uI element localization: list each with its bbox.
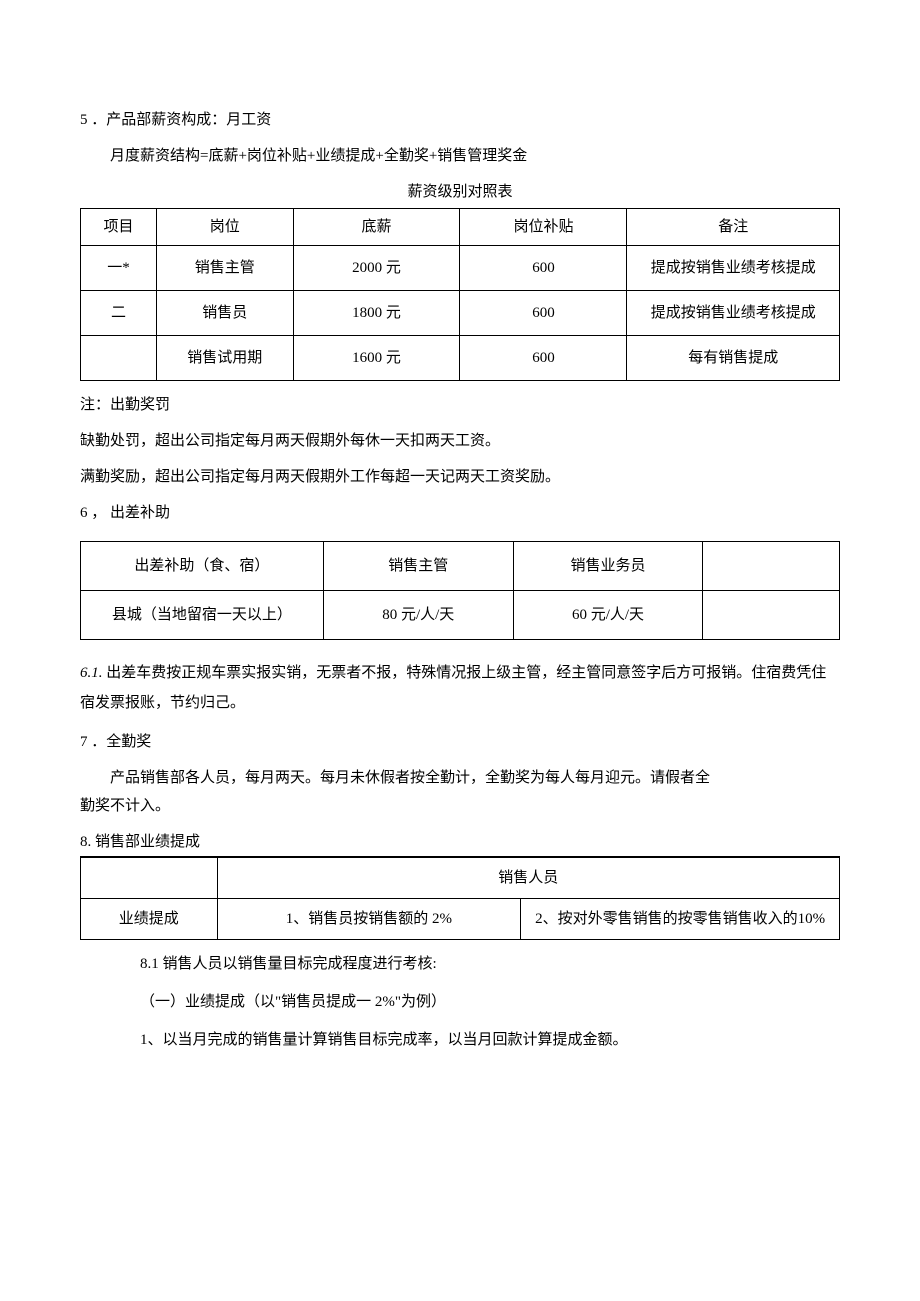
cell-remark: 提成按销售业绩考核提成	[627, 246, 840, 291]
cell-allowance: 600	[460, 336, 627, 381]
cell-allowance: 600	[460, 291, 627, 336]
table-row: 销售试用期 1600 元 600 每有销售提成	[81, 336, 840, 381]
travel-allowance-table: 出差补助（食、宿） 销售主管 销售业务员 县城（当地留宿一天以上） 80 元/人…	[80, 541, 840, 640]
th-base-salary: 底薪	[293, 209, 460, 246]
salary-formula: 月度薪资结构=底薪+岗位补贴+业绩提成+全勤奖+销售管理奖金	[110, 144, 840, 168]
th-allowance: 岗位补贴	[460, 209, 627, 246]
th-empty	[703, 542, 840, 591]
commission-rule-detail: 1、以当月完成的销售量计算销售目标完成率，以当月回款计算提成金额。	[140, 1028, 840, 1052]
section-7-heading: 7 ．全勤奖	[80, 730, 840, 754]
attendance-penalty: 缺勤处罚，超出公司指定每月两天假期外每休一天扣两天工资。	[80, 429, 840, 453]
cell-remark: 提成按销售业绩考核提成	[627, 291, 840, 336]
table-header-row: 销售人员	[81, 858, 840, 899]
cell-position: 销售员	[156, 291, 293, 336]
table-row: 县城（当地留宿一天以上） 80 元/人/天 60 元/人/天	[81, 591, 840, 640]
attendance-reward: 满勤奖励，超出公司指定每月两天假期外工作每超一天记两天工资奖励。	[80, 465, 840, 489]
salary-table-title: 薪资级别对照表	[80, 180, 840, 204]
cell-remark: 每有销售提成	[627, 336, 840, 381]
cell-empty	[703, 591, 840, 640]
row-label: 业绩提成	[81, 899, 218, 940]
table-header-row: 项目 岗位 底薪 岗位补贴 备注	[81, 209, 840, 246]
commission-example-heading: （一）业绩提成（以"销售员提成一 2%"为例）	[140, 990, 840, 1014]
cell-manager-rate: 80 元/人/天	[323, 591, 513, 640]
sub-num: 6.1.	[80, 665, 103, 681]
sub-text: 出差车费按正规车票实报实销，无票者不报，特殊情况报上级主管，经主管同意签字后方可…	[80, 665, 826, 711]
cell-position: 销售试用期	[156, 336, 293, 381]
cell-level	[81, 336, 157, 381]
cell-salary: 1800 元	[293, 291, 460, 336]
section-6-heading: 6 ， 出差补助	[80, 501, 840, 525]
th-manager: 销售主管	[323, 542, 513, 591]
table-row: 二 销售员 1800 元 600 提成按销售业绩考核提成	[81, 291, 840, 336]
cell-position: 销售主管	[156, 246, 293, 291]
table-row: 一* 销售主管 2000 元 600 提成按销售业绩考核提成	[81, 246, 840, 291]
th-project: 项目	[81, 209, 157, 246]
cell-level: 一*	[81, 246, 157, 291]
attendance-bonus-line1: 产品销售部各人员，每月两天。每月未休假者按全勤计，全勤奖为每人每月迎元。请假者全	[110, 766, 840, 790]
salary-level-table: 项目 岗位 底薪 岗位补贴 备注 一* 销售主管 2000 元 600 提成按销…	[80, 208, 840, 381]
th-sales-staff: 销售人员	[217, 858, 839, 899]
th-remark: 备注	[627, 209, 840, 246]
commission-rule-2: 2、按对外零售销售的按零售销售收入的10%	[521, 899, 840, 940]
section-8-1-heading: 8.1 销售人员以销售量目标完成程度进行考核:	[140, 952, 840, 976]
th-position: 岗位	[156, 209, 293, 246]
section-8-heading: 8. 销售部业绩提成	[80, 830, 840, 857]
commission-table: 销售人员 业绩提成 1、销售员按销售额的 2% 2、按对外零售销售的按零售销售收…	[80, 857, 840, 940]
th-salesperson: 销售业务员	[513, 542, 703, 591]
table-row: 业绩提成 1、销售员按销售额的 2% 2、按对外零售销售的按零售销售收入的10%	[81, 899, 840, 940]
table-header-row: 出差补助（食、宿） 销售主管 销售业务员	[81, 542, 840, 591]
cell-level: 二	[81, 291, 157, 336]
commission-rule-1: 1、销售员按销售额的 2%	[217, 899, 521, 940]
travel-reimbursement-note: 6.1. 出差车费按正规车票实报实销，无票者不报，特殊情况报上级主管，经主管同意…	[80, 658, 840, 718]
cell-salary: 1600 元	[293, 336, 460, 381]
section-5-heading: 5 ．产品部薪资构成：月工资	[80, 108, 840, 132]
attendance-note-title: 注：出勤奖罚	[80, 393, 840, 417]
cell-location: 县城（当地留宿一天以上）	[81, 591, 324, 640]
cell-sales-rate: 60 元/人/天	[513, 591, 703, 640]
cell-salary: 2000 元	[293, 246, 460, 291]
th-allowance-type: 出差补助（食、宿）	[81, 542, 324, 591]
attendance-bonus-line2: 勤奖不计入。	[80, 794, 840, 818]
cell-allowance: 600	[460, 246, 627, 291]
th-empty	[81, 858, 218, 899]
